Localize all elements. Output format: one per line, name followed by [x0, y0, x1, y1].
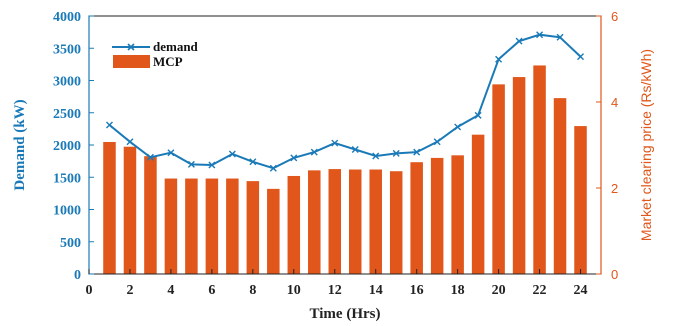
y-axis-title: Demand (kW) — [12, 99, 28, 190]
demand-marker — [146, 153, 154, 161]
x-tick-label: 6 — [208, 283, 215, 298]
mcp-bar — [389, 171, 403, 274]
demand-marker — [228, 150, 236, 158]
mcp-bar — [451, 155, 464, 274]
y-tick-label: 500 — [60, 236, 81, 251]
mcp-bar — [123, 146, 137, 274]
x-tick-label: 14 — [369, 283, 383, 298]
y2-axis-title: Market clearing price (Rs/kWh) — [638, 49, 654, 241]
demand-marker — [167, 149, 175, 157]
mcp-bar — [103, 141, 116, 274]
mcp-bar — [574, 126, 587, 274]
mcp-bar — [185, 178, 198, 274]
mcp-bar — [164, 178, 178, 274]
mcp-bar — [492, 84, 505, 275]
y2-tick-label: 4 — [611, 95, 618, 110]
y2-tick-label: 2 — [611, 181, 618, 196]
demand-marker — [249, 158, 257, 166]
mcp-bar — [533, 65, 546, 274]
y-tick-label: 3000 — [53, 75, 81, 90]
y2-tick-label: 6 — [611, 9, 618, 24]
x-tick-label: 24 — [574, 283, 588, 298]
mcp-bar — [205, 178, 219, 274]
x-axis-title: Time (Hrs) — [310, 306, 381, 322]
y-tick-label: 2000 — [53, 139, 81, 154]
demand-marker — [269, 164, 277, 172]
x-tick-label: 12 — [328, 283, 342, 298]
mcp-bar — [287, 175, 301, 274]
y-tick-label: 1000 — [53, 204, 81, 219]
x-tick-label: 22 — [533, 283, 547, 298]
x-tick-label: 20 — [492, 283, 506, 298]
x-tick-label: 2 — [126, 283, 133, 298]
legend-mcp-label: MCP — [153, 54, 183, 69]
y-tick-label: 0 — [74, 268, 81, 283]
y-tick-label: 1500 — [53, 171, 81, 186]
y2-tick-label: 0 — [611, 267, 618, 282]
x-tick-label: 0 — [86, 283, 93, 298]
demand-marker — [413, 148, 421, 156]
mcp-bar — [553, 98, 567, 274]
demand-marker — [495, 55, 503, 63]
demand-marker — [310, 148, 318, 156]
x-tick-label: 18 — [451, 283, 465, 298]
demand-marker — [187, 160, 195, 168]
mcp-bar — [369, 169, 382, 274]
mcp-bar — [471, 134, 485, 274]
legend-mcp-swatch — [113, 55, 150, 68]
demand-marker — [556, 33, 564, 41]
demand-marker — [351, 146, 359, 154]
demand-marker — [515, 37, 523, 45]
x-tick-label: 4 — [167, 283, 174, 298]
x-tick-label: 16 — [410, 283, 424, 298]
demand-marker — [392, 149, 400, 157]
mcp-bar — [308, 170, 321, 274]
mcp-bar — [267, 188, 280, 274]
demand-marker — [372, 152, 380, 160]
legend-demand-label: demand — [153, 39, 199, 54]
demand-marker — [208, 161, 216, 169]
demand-marker — [433, 138, 441, 146]
demand-marker — [331, 139, 339, 147]
y-tick-label: 3500 — [53, 42, 81, 57]
demand-marker — [454, 123, 462, 131]
mcp-bar — [410, 162, 423, 274]
demand-marker — [474, 111, 482, 119]
demand-marker — [536, 31, 544, 39]
x-tick-label: 8 — [249, 283, 256, 298]
legend: demand MCP — [112, 39, 199, 69]
mcp-bar — [348, 169, 362, 274]
mcp-bar — [512, 77, 526, 274]
legend-demand-marker — [127, 43, 135, 51]
demand-marker — [577, 53, 585, 61]
demand-line — [108, 33, 582, 170]
y-tick-label: 2500 — [53, 107, 81, 122]
demand-line-layer — [105, 31, 585, 172]
mcp-bar — [328, 169, 342, 274]
y-tick-label: 4000 — [53, 10, 81, 25]
x-tick-label: 10 — [287, 283, 301, 298]
mcp-bars — [103, 65, 587, 275]
mcp-bar — [226, 178, 239, 274]
demand-marker — [105, 121, 113, 129]
mcp-bar — [246, 181, 260, 274]
demand-marker — [290, 154, 298, 162]
mcp-bar — [144, 156, 157, 274]
mcp-bar — [430, 157, 444, 274]
demand-marker — [126, 138, 134, 146]
